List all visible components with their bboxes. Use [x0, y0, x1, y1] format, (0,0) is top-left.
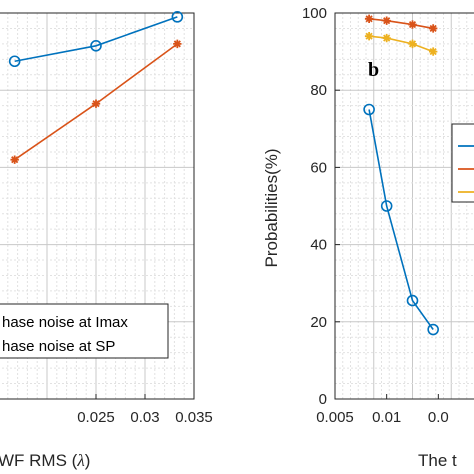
panel-b-y-ticks: 0 20 40 60 80 100: [302, 5, 340, 408]
panel-b-x-ticks: 0.005 0.01 0.0: [316, 394, 449, 426]
x-tick-label: 0.035: [175, 409, 213, 426]
legend-entry-imax: hase noise at Imax: [2, 314, 128, 331]
panel-a-legend: hase noise at Imax hase noise at SP: [0, 303, 169, 359]
panel-b-legend: [451, 123, 474, 203]
legend-entry-sp: hase noise at SP: [2, 338, 115, 355]
panel-a-series-0-line: [14, 16, 178, 63]
panel-a-x-axis-label: WF RMS (λ): [0, 451, 90, 470]
panel-a-series-1-point-1: [91, 99, 101, 108]
panel-b-series-1-point-1: [382, 16, 391, 25]
y-tick-label: 40: [310, 237, 327, 254]
panel-a-series: [8, 11, 184, 164]
panel-b-series-1-line: [369, 17, 434, 30]
panel-b-series-1-point-3: [428, 24, 438, 33]
panel-b-y-axis-label: Probabilities(%): [262, 148, 281, 267]
panel-b: 0.005 0.01 0.0 0 20 40 60 80 100 b Probabilitie…: [262, 5, 474, 470]
y-tick-label: 100: [302, 5, 327, 22]
x-tick-label: 0.0: [428, 409, 449, 426]
x-tick-label: 0.005: [316, 409, 354, 426]
panel-b-series-2-point-3: [428, 47, 438, 56]
panel-a-legend-box: [0, 303, 169, 359]
y-tick-label: 60: [310, 159, 327, 176]
panel-b-series-2-point-1: [382, 33, 391, 43]
panel-a-series-0-point-2: [171, 11, 184, 23]
panel-a-series-1-point-2: [173, 39, 182, 49]
panel-a-x-ticks: 0.025 0.03 0.035: [77, 394, 213, 426]
y-tick-label: 80: [310, 82, 327, 99]
panel-b-axes-frame: [334, 12, 474, 400]
panel-b-series-2-line: [369, 35, 434, 53]
panel-b-letter: b: [368, 59, 379, 81]
panel-b-series-0-point-0: [363, 103, 375, 116]
y-tick-label: 0: [319, 391, 327, 408]
panel-a-series-1-point-0: [10, 155, 19, 164]
x-tick-label: 0.01: [372, 409, 401, 426]
panel-b-x-axis-label: The t: [418, 451, 457, 470]
panel-a-series-0-point-0: [8, 55, 21, 68]
panel-b-series-0-line: [368, 109, 434, 330]
panel-b-grid: [334, 12, 474, 400]
x-tick-label: 0.03: [130, 409, 159, 426]
panel-b-series-0-point-3: [427, 323, 439, 336]
y-tick-label: 20: [310, 314, 327, 331]
panel-b-series-0-point-2: [406, 294, 419, 307]
panel-b-series-2-point-2: [408, 39, 417, 49]
panel-b-series-1-point-2: [408, 20, 417, 29]
panel-b-legend-box: [451, 123, 474, 203]
panel-b-series: [363, 14, 439, 336]
panel-b-series-0-point-1: [380, 200, 393, 212]
x-tick-label: 0.025: [77, 409, 115, 426]
panel-a-series-0-point-1: [90, 40, 102, 52]
panel-b-series-1-point-0: [364, 14, 374, 23]
panel-a: 0.025 0.03 0.035 hase noise at Imax hase n…: [0, 11, 213, 470]
panel-b-series-2-point-0: [364, 31, 374, 41]
